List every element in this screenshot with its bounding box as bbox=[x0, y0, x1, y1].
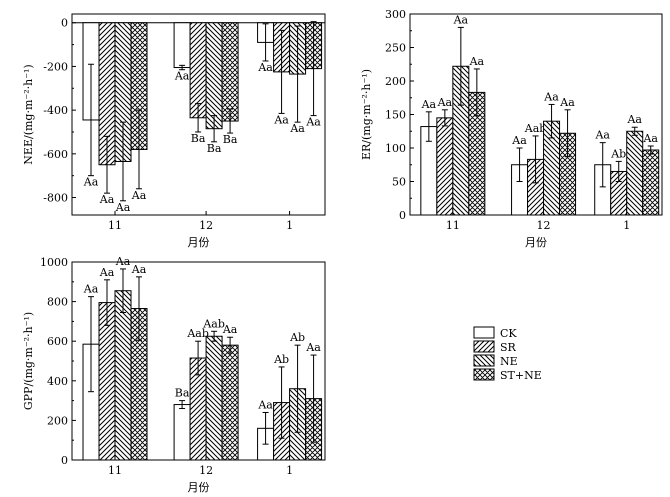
significance-label: Aa bbox=[174, 70, 190, 83]
y-tick-label: 300 bbox=[385, 8, 406, 21]
y-tick-label: -800 bbox=[43, 192, 68, 205]
y-tick-label: 0 bbox=[61, 454, 68, 467]
bar-stne bbox=[221, 344, 239, 461]
bar-ck bbox=[173, 22, 191, 69]
legend-swatch bbox=[473, 368, 495, 381]
bar-stne bbox=[642, 149, 660, 216]
x-tick-label: 12 bbox=[199, 219, 213, 232]
significance-label: Aa bbox=[99, 266, 115, 279]
significance-label: Aa bbox=[642, 132, 658, 145]
y-tick-label: 50 bbox=[392, 176, 406, 189]
significance-label: Aab bbox=[186, 327, 209, 340]
significance-label: Ba bbox=[223, 133, 238, 146]
y-tick-label: 200 bbox=[47, 414, 68, 427]
significance-label: Aa bbox=[511, 134, 527, 147]
y-tick-label: 200 bbox=[385, 75, 406, 88]
significance-label: Aa bbox=[559, 96, 575, 109]
significance-label: Aa bbox=[115, 201, 131, 214]
bar-ck bbox=[173, 404, 191, 461]
plot-frame bbox=[71, 13, 326, 216]
significance-label: Aab bbox=[202, 317, 225, 330]
x-tick-label: 11 bbox=[108, 219, 122, 232]
bar-sr bbox=[98, 302, 116, 461]
x-axis-title: 月份 bbox=[188, 481, 210, 494]
x-tick-label: 12 bbox=[199, 464, 213, 477]
y-axis-title: GPP/(mg·m⁻²·h⁻¹) bbox=[22, 312, 35, 410]
bar-sr bbox=[436, 117, 454, 216]
y-tick-label: 0 bbox=[61, 17, 68, 30]
significance-label: Aa bbox=[257, 61, 273, 74]
significance-label: Aa bbox=[99, 193, 115, 206]
y-tick-label: -400 bbox=[43, 104, 68, 117]
legend-swatch bbox=[473, 326, 495, 339]
y-axis-title: ER/(mg·m⁻²·h⁻¹) bbox=[360, 69, 373, 160]
significance-label: Aa bbox=[115, 255, 131, 268]
y-tick-label: 400 bbox=[47, 375, 68, 388]
significance-label: Ba bbox=[191, 132, 206, 145]
x-tick-label: 1 bbox=[623, 219, 630, 232]
significance-label: Ab bbox=[273, 353, 289, 366]
y-tick-label: -200 bbox=[43, 60, 68, 73]
significance-label: Aa bbox=[83, 176, 99, 189]
significance-label: Aa bbox=[626, 113, 642, 126]
legend-swatch bbox=[473, 354, 495, 367]
significance-label: Aa bbox=[437, 96, 453, 109]
legend-label: NE bbox=[500, 355, 518, 368]
x-tick-label: 12 bbox=[537, 219, 551, 232]
x-tick-label: 11 bbox=[108, 464, 122, 477]
legend-swatch bbox=[473, 340, 495, 353]
y-tick-label: 150 bbox=[385, 109, 406, 122]
y-tick-label: 0 bbox=[399, 209, 406, 222]
bar-stne bbox=[221, 22, 239, 122]
bar-ne bbox=[205, 22, 223, 130]
y-tick-label: 600 bbox=[47, 335, 68, 348]
significance-label: Aa bbox=[421, 98, 437, 111]
bar-ne bbox=[205, 335, 223, 461]
y-tick-label: 250 bbox=[385, 42, 406, 55]
significance-label: Aa bbox=[453, 13, 469, 26]
legend-label: CK bbox=[500, 327, 517, 340]
significance-label: Aa bbox=[273, 113, 289, 126]
y-tick-label: 1000 bbox=[40, 256, 68, 269]
x-axis-title: 月份 bbox=[525, 236, 547, 249]
bar-ne bbox=[626, 130, 644, 216]
significance-label: Aa bbox=[305, 116, 321, 129]
significance-label: Aa bbox=[222, 323, 238, 336]
significance-label: Ba bbox=[207, 142, 222, 155]
y-tick-label: -600 bbox=[43, 148, 68, 161]
y-tick-label: 800 bbox=[47, 296, 68, 309]
significance-label: Ba bbox=[175, 387, 190, 400]
significance-label: Aa bbox=[289, 122, 305, 135]
significance-label: Ab bbox=[610, 147, 626, 160]
bar-ne bbox=[114, 290, 132, 461]
legend-label: ST+NE bbox=[500, 369, 542, 382]
significance-label: Aa bbox=[594, 129, 610, 142]
x-tick-label: 1 bbox=[286, 219, 293, 232]
y-axis-title: NEE/(mg·m⁻²·h⁻¹) bbox=[22, 64, 35, 164]
significance-label: Aa bbox=[469, 55, 485, 68]
significance-label: Aa bbox=[131, 263, 147, 276]
significance-label: Ab bbox=[289, 331, 305, 344]
legend-label: SR bbox=[500, 341, 517, 354]
x-tick-label: 11 bbox=[446, 219, 460, 232]
significance-label: Aa bbox=[131, 189, 147, 202]
significance-label: Aab bbox=[524, 122, 547, 135]
significance-label: Aa bbox=[257, 398, 273, 411]
x-axis-title: 月份 bbox=[188, 236, 210, 249]
significance-label: Aa bbox=[83, 283, 99, 296]
y-tick-label: 100 bbox=[385, 142, 406, 155]
significance-label: Aa bbox=[305, 341, 321, 354]
significance-label: Aa bbox=[543, 90, 559, 103]
x-tick-label: 1 bbox=[286, 464, 293, 477]
